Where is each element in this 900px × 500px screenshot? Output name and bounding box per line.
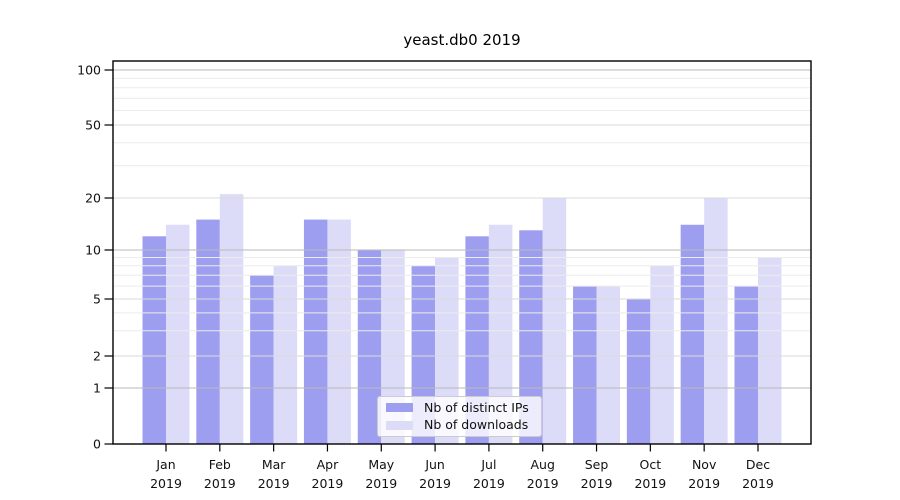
bar-jul-downloads: [488, 224, 513, 444]
bar-jul-distinct-ips: [465, 236, 489, 444]
x-tick-label-year-apr: 2019: [312, 476, 344, 491]
x-tick-label-month-may: May: [368, 457, 394, 472]
legend-label-downloads: Nb of downloads: [424, 417, 529, 432]
plot-border: [112, 60, 812, 445]
bar-sep-downloads: [596, 286, 621, 444]
bar-aug-downloads: [542, 198, 567, 444]
x-tick-label-year-jul: 2019: [473, 476, 505, 491]
legend-item-downloads: Nb of downloads: [386, 417, 533, 432]
bar-apr-downloads: [327, 219, 351, 444]
x-tick-label-year-nov: 2019: [688, 476, 720, 491]
bar-oct-downloads: [650, 265, 674, 444]
x-tick-label-month-jun: Jun: [424, 457, 445, 472]
bar-dec-distinct-ips: [734, 286, 758, 444]
bar-nov-downloads: [704, 198, 728, 444]
x-tick-label-month-jan: Jan: [155, 457, 175, 472]
x-tick-label-month-aug: Aug: [531, 457, 555, 472]
x-tick-label-year-feb: 2019: [204, 476, 236, 491]
y-tick-label-100: 100: [77, 63, 101, 78]
bar-dec-downloads: [757, 257, 782, 444]
x-tick-label-year-dec: 2019: [742, 476, 774, 491]
legend-label-distinct-ips: Nb of distinct IPs: [424, 399, 529, 415]
legend: Nb of distinct IPs Nb of downloads: [377, 396, 542, 437]
y-tick-label-50: 50: [85, 118, 101, 133]
x-tick-label-year-sep: 2019: [581, 476, 613, 491]
bar-mar-distinct-ips: [250, 275, 274, 444]
bar-oct-distinct-ips: [626, 299, 651, 444]
x-tick-label-year-jun: 2019: [419, 476, 451, 491]
legend-swatch-distinct-ips: [386, 403, 413, 413]
bar-apr-distinct-ips: [303, 219, 328, 444]
x-tick-label-year-aug: 2019: [527, 476, 559, 491]
y-tick-label-2: 2: [93, 349, 101, 364]
x-tick-label-year-mar: 2019: [258, 476, 290, 491]
x-tick-label-year-oct: 2019: [634, 476, 666, 491]
y-tick-label-5: 5: [93, 292, 101, 307]
y-tick-label-0: 0: [93, 437, 101, 452]
y-tick-label-1: 1: [93, 381, 101, 396]
bar-nov-distinct-ips: [680, 224, 705, 444]
y-tick-label-10: 10: [85, 243, 101, 258]
chart-title: yeast.db0 2019: [403, 31, 521, 49]
x-tick-label-month-sep: Sep: [585, 457, 609, 472]
x-tick-label-month-apr: Apr: [317, 457, 339, 472]
legend-item-distinct-ips: Nb of distinct IPs: [386, 399, 533, 415]
legend-swatch-downloads: [386, 420, 413, 430]
y-tick-label-20: 20: [85, 191, 101, 206]
x-tick-label-month-jul: Jul: [480, 457, 496, 472]
x-tick-label-month-nov: Nov: [692, 457, 717, 472]
bar-feb-distinct-ips: [196, 219, 220, 444]
bar-sep-distinct-ips: [573, 286, 597, 444]
x-tick-label-month-dec: Dec: [746, 457, 770, 472]
x-tick-label-month-mar: Mar: [262, 457, 286, 472]
bar-feb-downloads: [219, 194, 244, 444]
bar-mar-downloads: [273, 265, 298, 444]
x-tick-label-year-jan: 2019: [150, 476, 182, 491]
bar-aug-distinct-ips: [519, 230, 543, 444]
bar-jan-downloads: [166, 224, 190, 444]
x-tick-label-year-may: 2019: [365, 476, 397, 491]
x-tick-label-month-feb: Feb: [209, 457, 231, 472]
x-tick-label-month-oct: Oct: [640, 457, 662, 472]
bar-jan-distinct-ips: [142, 236, 166, 444]
